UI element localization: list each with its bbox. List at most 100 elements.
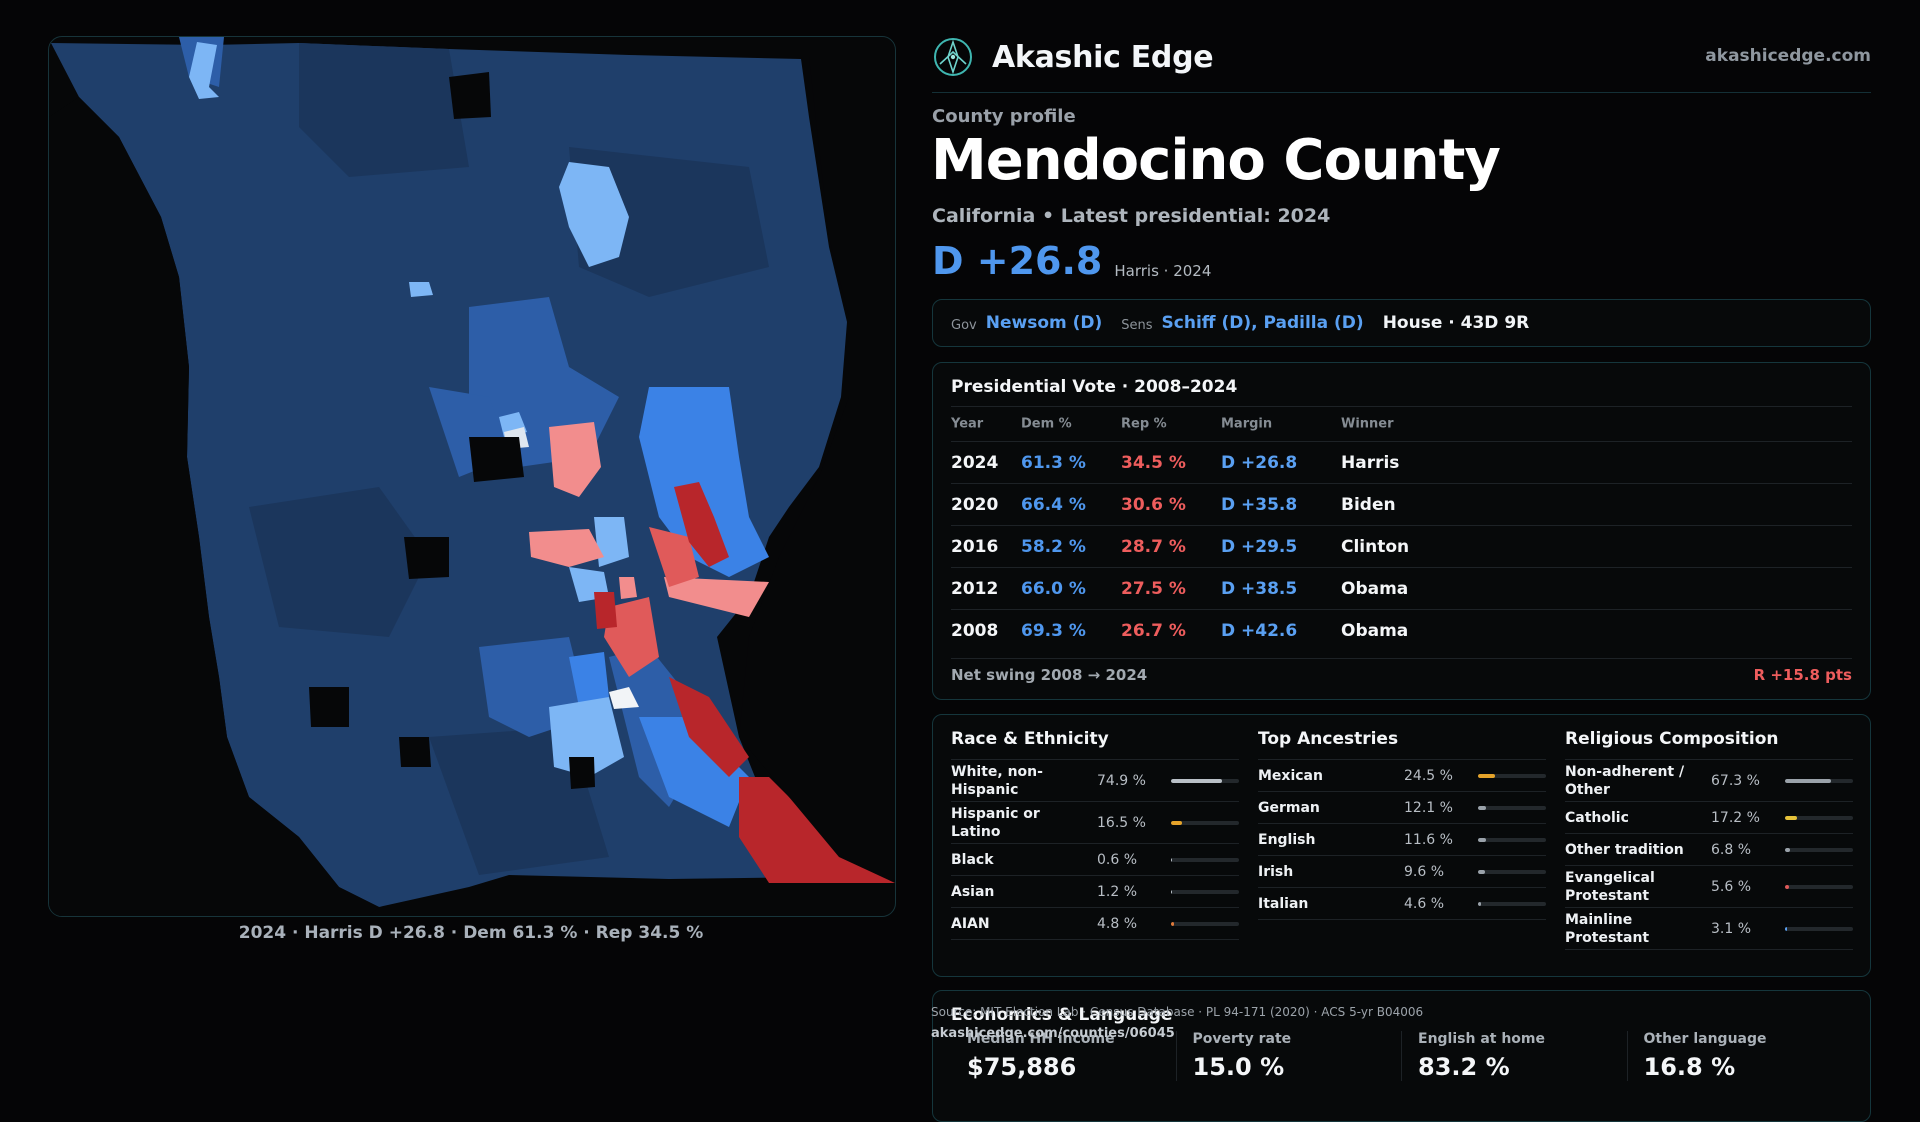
- row-dem: 66.4 %: [1021, 494, 1086, 515]
- table-row: 2012 66.0 % 27.5 % D +38.5 Obama: [951, 567, 1852, 609]
- precinct-map-svg[interactable]: [49, 37, 895, 916]
- district-rep[interactable]: [649, 527, 699, 587]
- district-rep-light[interactable]: [529, 529, 604, 567]
- void-region: [404, 537, 449, 579]
- ancestries-list: Mexican 24.5 % German 12.1 % English 11.6 % Ir…: [1258, 760, 1546, 920]
- district-light-blue[interactable]: [549, 697, 624, 777]
- row-winner: Obama: [1341, 620, 1409, 641]
- race-label: White, non-Hispanic: [951, 763, 1043, 798]
- district-rep-light[interactable]: [664, 577, 769, 617]
- ancestry-row: Italian 4.6 %: [1258, 888, 1546, 920]
- ancestry-row: Irish 9.6 %: [1258, 856, 1546, 888]
- district-rep-light[interactable]: [619, 577, 637, 599]
- religion-column: Religious Composition Non-adherent / Oth…: [1565, 729, 1853, 950]
- race-bar: [1171, 921, 1239, 926]
- race-bar: [1171, 778, 1239, 783]
- stat-value: 16.8 %: [1643, 1053, 1736, 1081]
- margin-summary: D +26.8 Harris · 2024: [932, 238, 1211, 284]
- religion-percent: 17.2 %: [1711, 809, 1760, 826]
- district-light-blue[interactable]: [559, 162, 629, 267]
- presidential-table: Year Dem % Rep % Margin Winner 2024 61.3…: [951, 406, 1852, 651]
- district-dark[interactable]: [299, 43, 469, 177]
- race-ethnicity-column: Race & Ethnicity White, non-Hispanic 74.9…: [951, 729, 1239, 940]
- row-margin: D +42.6: [1221, 620, 1298, 641]
- district-near-even[interactable]: [609, 687, 639, 709]
- race-bar: [1171, 889, 1239, 894]
- row-rep: 34.5 %: [1121, 452, 1186, 473]
- gov-label: Gov: [951, 317, 977, 333]
- religion-bar-fill: [1785, 847, 1790, 852]
- ancestry-label: Italian: [1258, 895, 1309, 912]
- row-margin: D +38.5: [1221, 578, 1298, 599]
- precinct-map[interactable]: [48, 36, 896, 917]
- race-bar: [1171, 857, 1239, 862]
- senators-link[interactable]: Schiff (D), Padilla (D): [1161, 313, 1364, 333]
- district-rep-light[interactable]: [549, 422, 601, 497]
- header-rep: Rep %: [1121, 416, 1167, 432]
- void-region: [739, 57, 895, 883]
- religion-bar-fill: [1785, 926, 1788, 931]
- row-year: 2024: [951, 452, 999, 473]
- senators-label: Sens: [1121, 317, 1153, 333]
- district-bright-blue[interactable]: [569, 652, 609, 707]
- void-region: [449, 72, 491, 119]
- race-percent: 1.2 %: [1097, 883, 1138, 900]
- religion-label: Catholic: [1565, 809, 1629, 826]
- race-bar-fill: [1171, 820, 1183, 825]
- ancestry-row: Mexican 24.5 %: [1258, 760, 1546, 792]
- row-rep: 30.6 %: [1121, 494, 1186, 515]
- header-margin: Margin: [1221, 416, 1273, 432]
- district-dark[interactable]: [249, 487, 429, 637]
- race-label: AIAN: [951, 915, 990, 932]
- margin-note: Harris · 2024: [1114, 262, 1212, 280]
- district-rep-dark[interactable]: [594, 592, 617, 629]
- house-delegation: House · 43D 9R: [1382, 313, 1530, 333]
- ancestry-bar-fill: [1478, 901, 1482, 906]
- net-swing-label: Net swing 2008 → 2024: [951, 666, 1148, 684]
- page-title: Mendocino County: [931, 128, 1501, 193]
- district-bright-blue[interactable]: [639, 717, 749, 827]
- district-rep[interactable]: [604, 597, 659, 677]
- religion-row: Evangelical Protestant 5.6 %: [1565, 866, 1853, 908]
- stat-english-at-home: English at home 83.2 %: [1401, 1031, 1627, 1081]
- table-row: 2020 66.4 % 30.6 % D +35.8 Biden: [951, 483, 1852, 525]
- religion-bar: [1785, 815, 1853, 820]
- row-year: 2016: [951, 536, 999, 557]
- race-row: White, non-Hispanic 74.9 %: [951, 760, 1239, 802]
- header-winner: Winner: [1341, 416, 1394, 432]
- governor-link[interactable]: Newsom (D): [985, 313, 1103, 333]
- ancestry-bar-fill: [1478, 869, 1485, 874]
- stat-poverty-rate: Poverty rate 15.0 %: [1175, 1031, 1402, 1081]
- void-region: [49, 97, 379, 916]
- race-bar-fill: [1171, 889, 1173, 894]
- district-light-blue[interactable]: [594, 517, 629, 567]
- row-rep: 28.7 %: [1121, 536, 1186, 557]
- void-region: [469, 437, 524, 482]
- ancestry-label: Irish: [1258, 863, 1294, 880]
- brand[interactable]: Akashic Edge: [932, 36, 1214, 78]
- ancestry-percent: 12.1 %: [1404, 799, 1453, 816]
- void-region: [309, 687, 349, 727]
- row-year: 2012: [951, 578, 999, 599]
- table-row: 2024 61.3 % 34.5 % D +26.8 Harris: [951, 441, 1852, 483]
- source-url-link[interactable]: akashicedge.com/counties/06045: [931, 1026, 1175, 1041]
- site-url-link[interactable]: akashicedge.com: [1705, 46, 1871, 66]
- race-percent: 74.9 %: [1097, 772, 1146, 789]
- race-bar-fill: [1171, 778, 1222, 783]
- district-bright-blue[interactable]: [639, 387, 769, 577]
- religion-bar: [1785, 926, 1853, 931]
- district-rep-dark[interactable]: [669, 677, 749, 777]
- race-bar-fill: [1171, 921, 1175, 926]
- source-note: Source: MIT Election Lab · Census Databa…: [931, 1005, 1424, 1019]
- district-rep-dark[interactable]: [674, 482, 729, 567]
- district-light-blue[interactable]: [409, 282, 433, 297]
- religion-bar-fill: [1785, 884, 1789, 889]
- ancestry-label: Mexican: [1258, 767, 1323, 784]
- header-year: Year: [951, 416, 984, 432]
- ancestry-percent: 4.6 %: [1404, 895, 1445, 912]
- stat-value: 83.2 %: [1418, 1053, 1510, 1081]
- district-light-blue[interactable]: [189, 42, 219, 99]
- religion-label: Mainline Protestant: [1565, 911, 1650, 946]
- religion-row: Non-adherent / Other 67.3 %: [1565, 760, 1853, 802]
- district-dark[interactable]: [569, 147, 769, 297]
